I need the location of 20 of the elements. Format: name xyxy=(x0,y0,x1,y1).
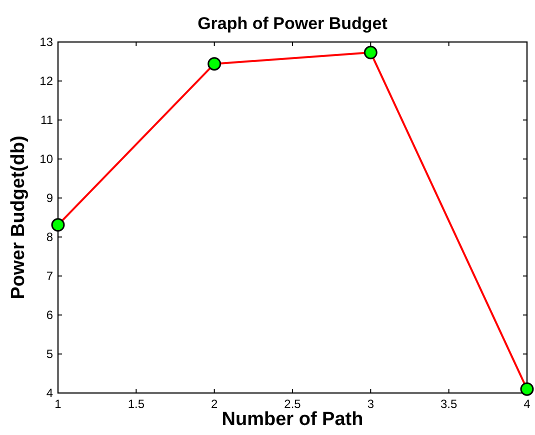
y-tick-label: 6 xyxy=(46,308,54,322)
y-axis-title: Power Budget(db) xyxy=(8,136,29,300)
y-tick-label: 7 xyxy=(46,269,54,284)
x-tick-label: 4 xyxy=(524,397,531,411)
chart-title: Graph of Power Budget xyxy=(198,14,388,33)
x-tick-label: 1 xyxy=(54,397,62,411)
y-tick-label: 4 xyxy=(46,386,54,400)
y-tick-label: 9 xyxy=(46,191,54,206)
x-tick-label: 3 xyxy=(367,397,374,411)
x-tick-label: 2.5 xyxy=(284,397,302,411)
y-tick-label: 10 xyxy=(40,152,54,166)
y-tick-label: 8 xyxy=(46,230,54,244)
x-tick-label: 1.5 xyxy=(128,397,145,411)
x-tick-label: 3.5 xyxy=(440,397,458,411)
x-axis-title: Number of Path xyxy=(222,409,364,430)
y-tick-label: 13 xyxy=(40,35,54,50)
y-tick-label: 5 xyxy=(46,347,54,362)
y-tick-label: 12 xyxy=(40,74,54,88)
x-tick-label: 2 xyxy=(210,397,218,411)
y-tick-label: 11 xyxy=(40,113,54,128)
